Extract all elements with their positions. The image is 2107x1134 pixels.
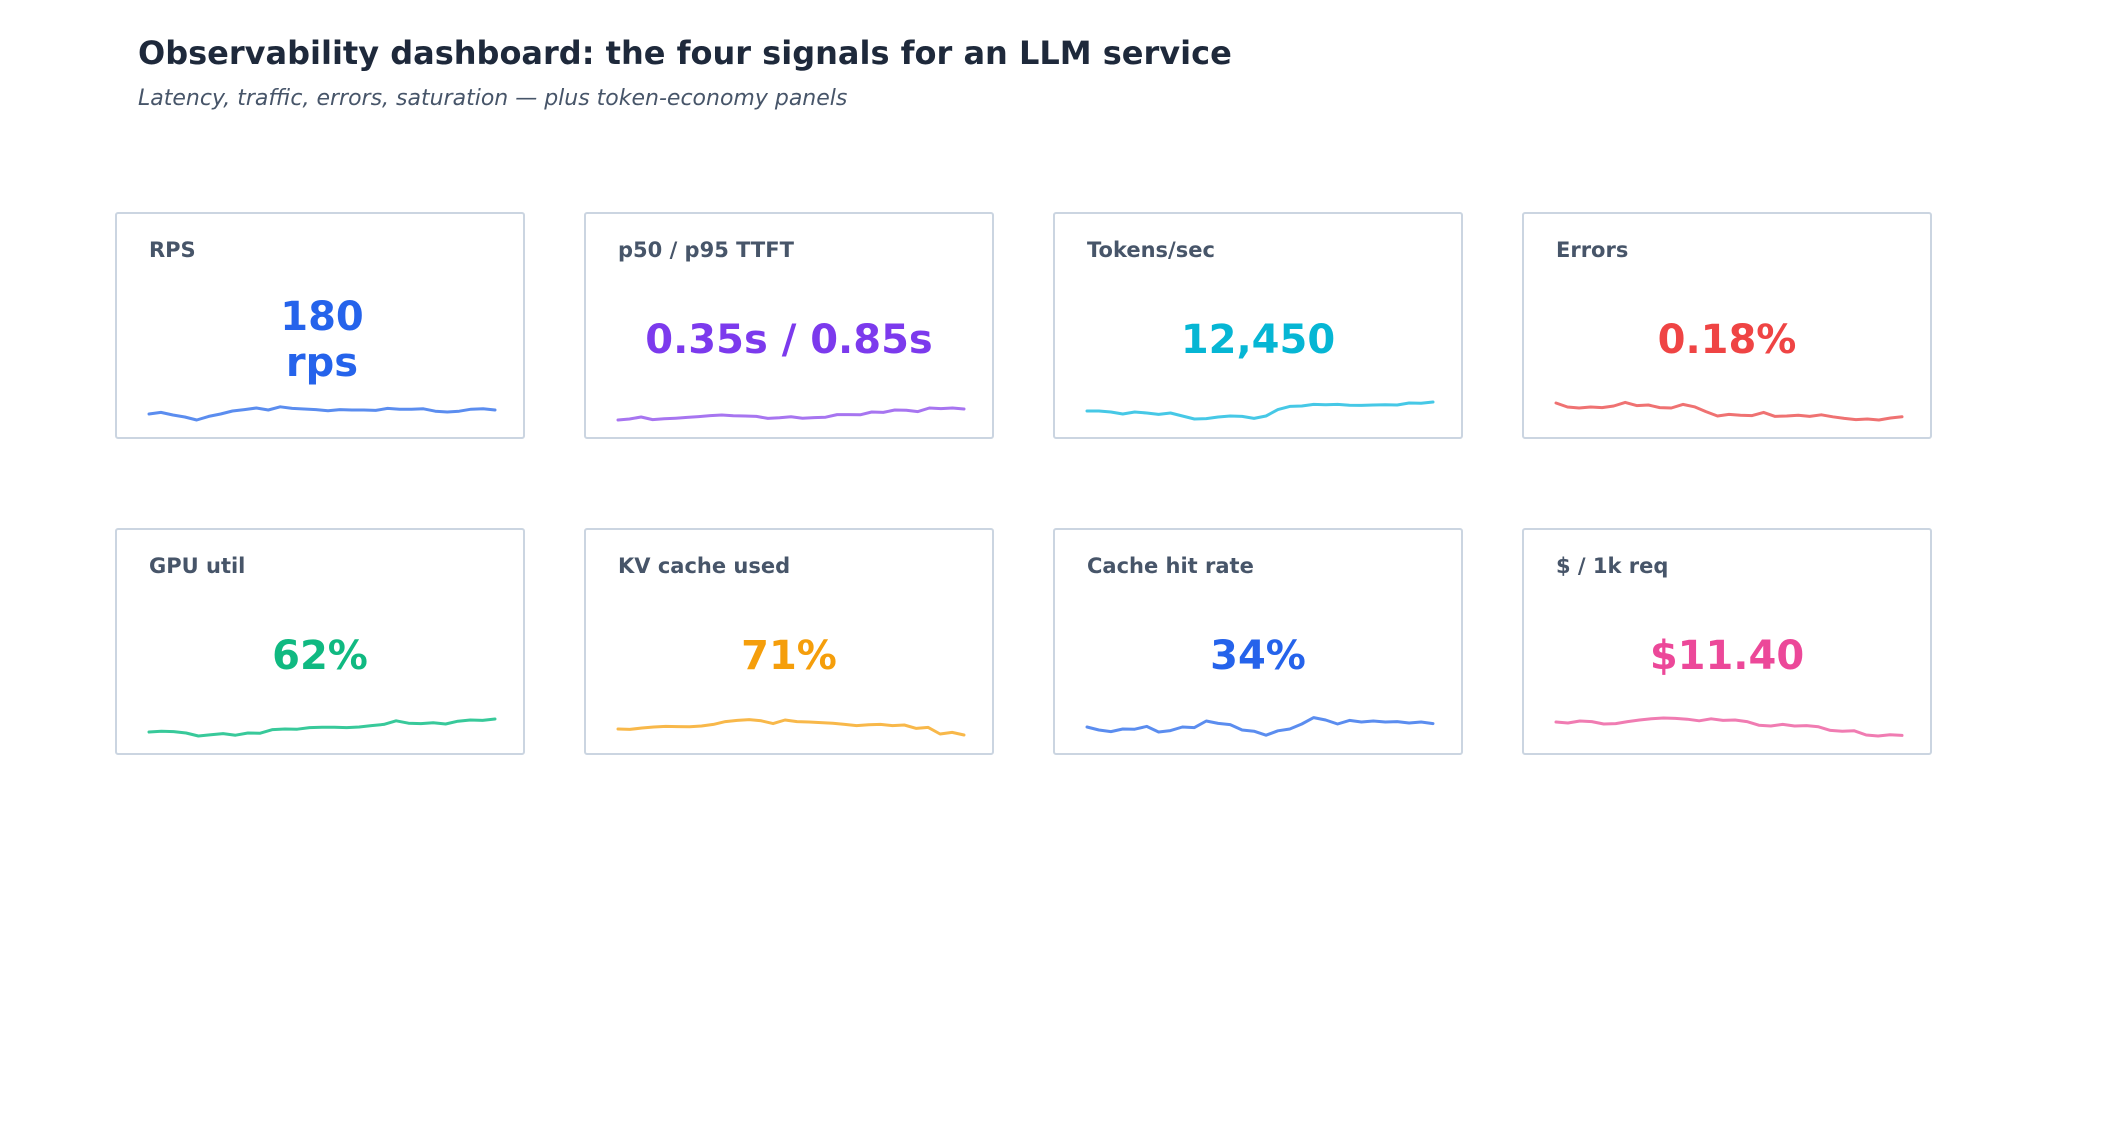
sparkline-trend-line [1085, 716, 1435, 737]
panel-label: RPS [149, 238, 196, 262]
panel-value: 0.35s / 0.85s [645, 317, 933, 363]
panel-ttft[interactable]: p50 / p95 TTFT 0.35s / 0.85s [584, 212, 994, 439]
panel-errors[interactable]: Errors 0.18% [1522, 212, 1932, 439]
panel-value: $11.40 [1649, 633, 1805, 679]
sparkline-trend-line [616, 718, 966, 737]
page-subtitle: Latency, traffic, errors, saturation — p… [138, 86, 848, 111]
panel-gpu-util[interactable]: GPU util 62% [115, 528, 525, 755]
panel-label: $ / 1k req [1556, 554, 1669, 578]
panel-kv-cache-used[interactable]: KV cache used 71% [584, 528, 994, 755]
sparkline-trend-line [1554, 400, 1904, 422]
panel-label: Errors [1556, 238, 1629, 262]
panel-value: 62% [272, 633, 368, 679]
panel-rps[interactable]: RPS 180 rps [115, 212, 525, 439]
panel-label: Tokens/sec [1087, 238, 1215, 262]
panel-label: KV cache used [618, 554, 791, 578]
panel-value: 0.18% [1657, 317, 1797, 363]
panel-value: 12,450 [1180, 317, 1336, 363]
panel-value: 71% [741, 633, 837, 679]
sparkline-trend-line [147, 717, 497, 738]
page-title: Observability dashboard: the four signal… [138, 34, 1232, 72]
panel-value: 180 rps [280, 294, 364, 386]
panel-value: 34% [1210, 633, 1306, 679]
sparkline-trend-line [616, 406, 966, 422]
panel-cache-hit-rate[interactable]: Cache hit rate 34% [1053, 528, 1463, 755]
panel-cost-per-1k-req[interactable]: $ / 1k req $11.40 [1522, 528, 1932, 755]
sparkline-trend-line [1085, 400, 1435, 421]
panel-label: Cache hit rate [1087, 554, 1254, 578]
panel-label: p50 / p95 TTFT [618, 238, 794, 262]
panel-label: GPU util [149, 554, 246, 578]
sparkline-trend-line [1554, 716, 1904, 738]
sparkline-trend-line [147, 405, 497, 422]
panel-tokens-per-sec[interactable]: Tokens/sec 12,450 [1053, 212, 1463, 439]
